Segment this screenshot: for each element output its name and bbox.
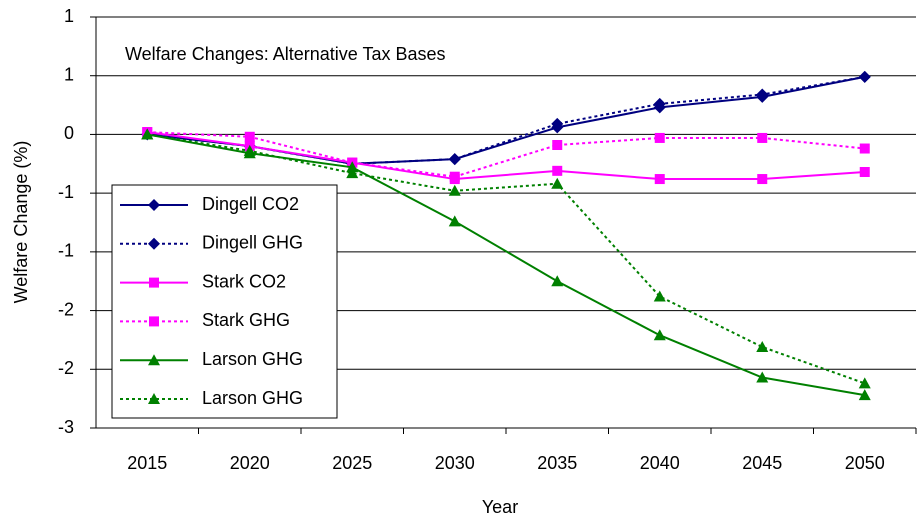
marker — [757, 132, 768, 143]
x-tick-label: 2015 — [127, 453, 167, 473]
marker — [448, 153, 461, 166]
marker — [756, 340, 769, 352]
legend-label: Larson GHG — [202, 349, 303, 369]
marker — [859, 143, 870, 154]
marker — [149, 277, 159, 288]
y-axis-title: Welfare Change (%) — [11, 141, 31, 304]
y-tick-label: 1 — [64, 64, 74, 84]
y-tick-label: -2 — [58, 358, 74, 378]
marker — [448, 215, 461, 227]
marker — [449, 171, 460, 182]
chart-title: Welfare Changes: Alternative Tax Bases — [125, 44, 446, 64]
series-line — [147, 133, 866, 385]
y-tick-label: -2 — [58, 299, 74, 319]
marker — [448, 184, 461, 196]
marker — [149, 316, 159, 327]
x-tick-label: 2035 — [537, 453, 577, 473]
marker — [653, 329, 666, 341]
marker — [756, 88, 769, 101]
marker — [148, 393, 160, 404]
marker — [858, 70, 871, 83]
marker — [757, 174, 768, 185]
legend-label: Stark CO2 — [202, 271, 286, 291]
legend-label: Larson GHG — [202, 388, 303, 408]
series-line — [147, 131, 865, 181]
y-tick-label: -1 — [58, 241, 74, 261]
marker — [552, 139, 563, 150]
x-tick-label: 2025 — [332, 453, 372, 473]
marker — [243, 144, 256, 156]
marker — [141, 128, 154, 140]
marker — [653, 290, 666, 302]
marker — [551, 275, 564, 287]
marker — [551, 117, 564, 130]
marker — [552, 165, 563, 176]
marker — [654, 174, 665, 185]
marker — [551, 177, 564, 189]
legend-box — [111, 184, 338, 419]
y-tick-label: -3 — [58, 417, 74, 437]
y-tick-label: 1 — [64, 6, 74, 26]
x-tick-label: 2050 — [845, 453, 885, 473]
marker — [346, 161, 359, 173]
legend-label: Dingell CO2 — [202, 194, 299, 214]
marker — [346, 167, 359, 179]
series-line — [147, 131, 865, 178]
marker — [858, 377, 871, 389]
marker — [756, 371, 769, 383]
y-tick-label: -1 — [58, 182, 74, 202]
marker — [653, 97, 666, 110]
x-axis-title: Year — [482, 497, 518, 517]
marker — [858, 389, 871, 401]
legend-label: Dingell GHG — [202, 233, 303, 253]
x-tick-label: 2040 — [640, 453, 680, 473]
marker — [148, 237, 160, 250]
marker — [148, 199, 160, 211]
y-tick-label: 0 — [64, 123, 74, 143]
legend-label: Stark GHG — [202, 310, 290, 330]
marker — [859, 167, 870, 178]
x-tick-label: 2020 — [230, 453, 270, 473]
marker — [148, 354, 160, 366]
x-tick-label: 2045 — [742, 453, 782, 473]
x-tick-label: 2030 — [435, 453, 475, 473]
marker — [654, 132, 665, 143]
marker — [244, 131, 255, 142]
